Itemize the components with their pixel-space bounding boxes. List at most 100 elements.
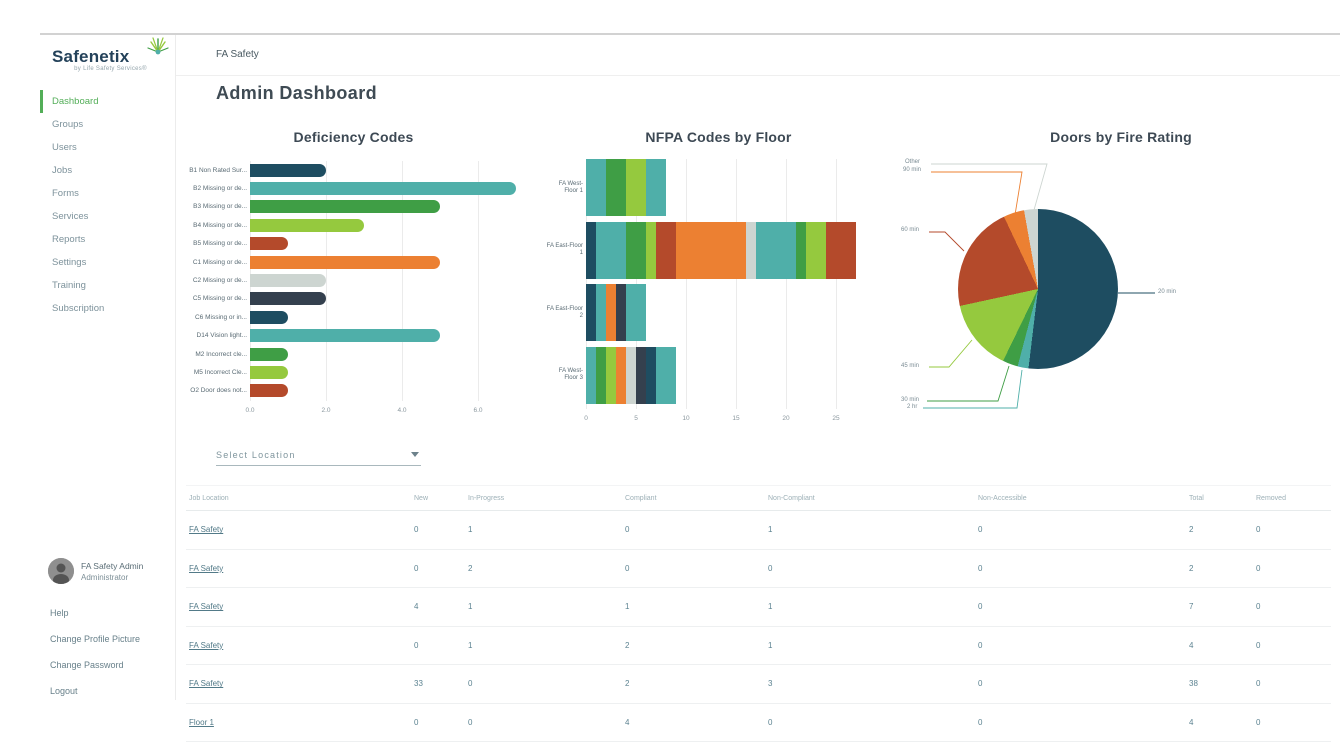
bar-segment	[646, 159, 666, 216]
value-cell: 1	[622, 587, 765, 627]
bar-category-label: B4 Missing or de...	[193, 221, 247, 229]
bar-segment	[626, 284, 646, 341]
org-label: FA Safety	[216, 49, 259, 60]
avatar[interactable]	[48, 558, 74, 584]
bar-category-label: FA West-Floor 1	[558, 180, 583, 194]
value-cell: 4	[1186, 703, 1253, 742]
bar-row: B4 Missing or de...	[186, 216, 521, 234]
value-cell: 33	[411, 664, 465, 704]
user-role: Administrator	[81, 572, 129, 582]
bar-category-label: M2 Incorrect cle...	[195, 350, 247, 358]
change-profile-picture-link[interactable]: Change Profile Picture	[50, 634, 141, 644]
job-location-link[interactable]: FA Safety	[189, 640, 224, 650]
gridline	[326, 161, 327, 401]
value-cell: 0	[1253, 510, 1331, 550]
job-location-link[interactable]: FA Safety	[189, 602, 224, 612]
value-cell: 0	[975, 510, 1186, 550]
axis-tick-label: 25	[832, 415, 840, 422]
bar-row: B3 Missing or de...	[186, 198, 521, 216]
gridline	[786, 159, 787, 409]
main-content: FA Safety Admin Dashboard Deficiency Cod…	[176, 35, 1340, 742]
bar-category-label: C2 Missing or de...	[192, 277, 247, 285]
value-cell: 0	[1253, 664, 1331, 704]
avatar-placeholder	[48, 558, 74, 584]
value-cell: 0	[765, 703, 975, 742]
col-job-location: Job Location	[186, 485, 411, 511]
logout-link[interactable]: Logout	[50, 686, 78, 696]
bar-segment	[656, 221, 676, 279]
axis-tick-label: 4.0	[397, 407, 407, 414]
bar-segment	[596, 346, 606, 404]
sidebar-item-subscription[interactable]: Subscription	[52, 303, 105, 314]
help-link[interactable]: Help	[50, 608, 69, 618]
value-cell: 1	[765, 510, 975, 550]
table-header-row: Job Location New In-Progress Compliant N…	[186, 485, 1331, 511]
select-location-dropdown[interactable]: Select Location	[216, 445, 421, 466]
sidebar-item-settings[interactable]: Settings	[52, 257, 87, 268]
bar-category-label: M5 Incorrect Cle...	[193, 368, 247, 376]
value-cell: 4	[1186, 626, 1253, 665]
bar-segment	[646, 221, 656, 279]
user-name: FA Safety Admin	[81, 560, 144, 571]
value-cell: 0	[622, 549, 765, 588]
bar-segment	[676, 221, 746, 279]
doors-by-fire-rating-chart: Doors by Fire Rating Other 90 min 60 min…	[901, 123, 1340, 428]
job-location-cell: FA Safety	[186, 510, 411, 550]
bar-segment	[626, 221, 646, 279]
job-location-cell: Floor 1	[186, 703, 411, 742]
job-location-link[interactable]: Floor 1	[189, 717, 214, 727]
bar-segment	[756, 221, 796, 279]
bar-category-label: B5 Missing or de...	[193, 240, 247, 248]
logo-tagline: by Life Safety Services®	[74, 66, 147, 72]
value-cell: 0	[1253, 549, 1331, 588]
value-cell: 0	[1253, 587, 1331, 627]
value-cell: 4	[411, 587, 465, 627]
bar-category-label: B2 Missing or de...	[193, 185, 247, 193]
sidebar-item-forms[interactable]: Forms	[52, 188, 79, 199]
axis-tick-label: 10	[682, 415, 690, 422]
bar-segment	[596, 284, 606, 341]
job-locations-table: Job Location New In-Progress Compliant N…	[186, 485, 1331, 742]
sidebar-item-jobs[interactable]: Jobs	[52, 165, 73, 176]
sidebar-item-users[interactable]: Users	[52, 142, 77, 153]
job-location-cell: FA Safety	[186, 587, 411, 627]
bar	[250, 274, 326, 288]
bar-category-label: B1 Non Rated Sur...	[189, 166, 247, 174]
job-location-link[interactable]: FA Safety	[189, 525, 224, 535]
axis-tick-label: 2.0	[321, 407, 331, 414]
pie	[958, 209, 1118, 369]
value-cell: 0	[975, 664, 1186, 704]
change-password-link[interactable]: Change Password	[50, 660, 124, 670]
axis-tick-label: 6.0	[473, 407, 483, 414]
job-location-link[interactable]: FA Safety	[189, 679, 224, 689]
bar-segment	[826, 221, 856, 279]
col-in-progress: In-Progress	[465, 485, 622, 511]
nfpa-codes-by-floor-chart: NFPA Codes by Floor 0 5 10 15 20 25 FA West-F…	[546, 123, 891, 428]
gridline	[836, 159, 837, 409]
stacked-bar-row: FA West-Floor 3	[546, 346, 891, 404]
value-cell: 7	[1186, 587, 1253, 627]
sidebar-item-reports[interactable]: Reports	[52, 234, 86, 245]
bar-segment	[606, 346, 616, 404]
value-cell: 1	[465, 510, 622, 550]
col-non-accessible: Non-Accessible	[975, 485, 1186, 511]
value-cell: 0	[411, 703, 465, 742]
sidebar-item-training[interactable]: Training	[52, 280, 86, 291]
charts-row: Deficiency Codes 0.0 2.0 4.0 6.0 B1 Non Rat…	[176, 123, 1340, 428]
chart-title: NFPA Codes by Floor	[645, 129, 792, 145]
table-row: FA Safety 0 2 0 0 0 2 0	[186, 549, 1331, 588]
sidebar-item-groups[interactable]: Groups	[52, 119, 84, 130]
bar	[250, 384, 288, 398]
sidebar-item-services[interactable]: Services	[52, 211, 89, 222]
bar-segment	[626, 159, 646, 216]
value-cell: 2	[465, 549, 622, 588]
bar-segment	[746, 221, 756, 279]
value-cell: 0	[765, 549, 975, 588]
sidebar-item-dashboard[interactable]: Dashboard	[40, 90, 175, 113]
value-cell: 38	[1186, 664, 1253, 704]
bar	[250, 347, 288, 361]
job-location-link[interactable]: FA Safety	[189, 563, 224, 573]
bar-segment	[586, 221, 596, 279]
col-removed: Removed	[1253, 485, 1331, 511]
bar	[250, 255, 440, 269]
